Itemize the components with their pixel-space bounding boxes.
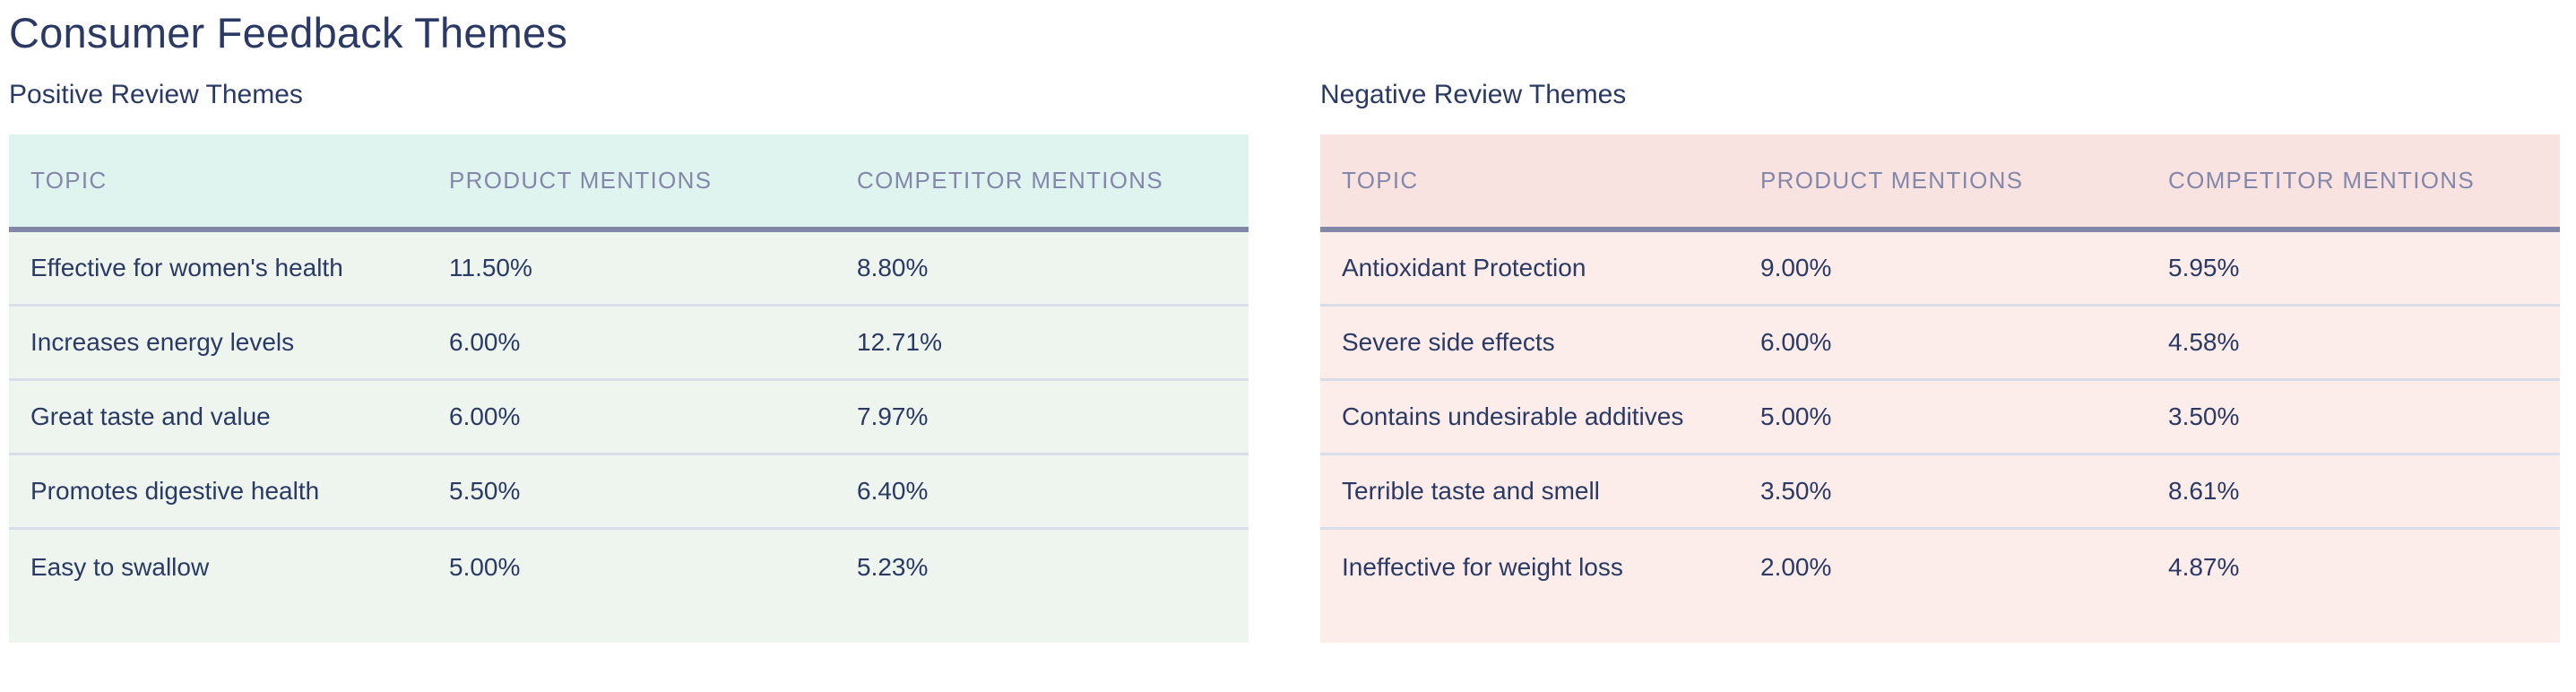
product-mentions-cell: 2.00% — [1760, 552, 1832, 581]
competitor-mentions-cell: 3.50% — [2168, 402, 2240, 430]
product-mentions-cell: 6.00% — [449, 328, 521, 356]
competitor-mentions-cell: 5.23% — [857, 552, 929, 581]
table-row: Effective for women's health 11.50% 8.80… — [9, 232, 1249, 307]
page-title: Consumer Feedback Themes — [9, 9, 568, 56]
topic-cell: Great taste and value — [30, 402, 271, 430]
product-mentions-cell: 6.00% — [1760, 328, 1832, 356]
topic-cell: Ineffective for weight loss — [1342, 552, 1623, 581]
product-mentions-cell: 5.00% — [449, 552, 521, 581]
tables-row: Positive Review Themes TOPIC PRODUCT MEN… — [9, 79, 2560, 643]
column-header-topic: TOPIC — [1342, 167, 1419, 194]
product-mentions-cell: 11.50% — [449, 254, 532, 281]
table-row: Ineffective for weight loss 2.00% 4.87% — [1320, 530, 2560, 604]
topic-cell: Promotes digestive health — [30, 477, 320, 505]
topic-cell: Increases energy levels — [30, 328, 295, 356]
negative-themes-section: Negative Review Themes TOPIC PRODUCT MEN… — [1320, 79, 2560, 643]
competitor-mentions-cell: 8.80% — [857, 254, 929, 281]
column-header-topic: TOPIC — [30, 167, 108, 194]
column-header-competitor-mentions: COMPETITOR MENTIONS — [2168, 167, 2476, 194]
column-header-product-mentions: PRODUCT MENTIONS — [449, 167, 713, 194]
table-row: Terrible taste and smell 3.50% 8.61% — [1320, 455, 2560, 530]
topic-cell: Antioxidant Protection — [1342, 254, 1586, 281]
competitor-mentions-cell: 4.87% — [2168, 552, 2240, 581]
competitor-mentions-cell: 7.97% — [857, 402, 929, 430]
competitor-mentions-cell: 5.95% — [2168, 254, 2240, 281]
competitor-mentions-cell: 8.61% — [2168, 477, 2240, 505]
product-mentions-cell: 6.00% — [449, 402, 521, 430]
competitor-mentions-cell: 6.40% — [857, 477, 929, 505]
product-mentions-cell: 5.00% — [1760, 402, 1832, 430]
product-mentions-cell: 5.50% — [449, 477, 521, 505]
competitor-mentions-cell: 4.58% — [2168, 328, 2240, 356]
positive-themes-table: TOPIC PRODUCT MENTIONS COMPETITOR MENTIO… — [9, 134, 1249, 643]
consumer-feedback-page: Consumer Feedback Themes Positive Review… — [9, 9, 2560, 643]
column-header-product-mentions: PRODUCT MENTIONS — [1760, 167, 2024, 194]
topic-cell: Easy to swallow — [30, 552, 210, 581]
negative-section-heading: Negative Review Themes — [1320, 80, 1627, 109]
positive-themes-section: Positive Review Themes TOPIC PRODUCT MEN… — [9, 79, 1249, 643]
positive-section-heading: Positive Review Themes — [9, 80, 303, 109]
topic-cell: Contains undesirable additives — [1342, 402, 1684, 430]
table-row: Great taste and value 6.00% 7.97% — [9, 381, 1249, 455]
table-row: Easy to swallow 5.00% 5.23% — [9, 530, 1249, 604]
column-header-competitor-mentions: COMPETITOR MENTIONS — [857, 167, 1164, 194]
table-row: Antioxidant Protection 9.00% 5.95% — [1320, 232, 2560, 307]
table-row: Severe side effects 6.00% 4.58% — [1320, 307, 2560, 381]
table-header-row: TOPIC PRODUCT MENTIONS COMPETITOR MENTIO… — [1320, 134, 2560, 232]
product-mentions-cell: 9.00% — [1760, 254, 1832, 281]
topic-cell: Effective for women's health — [30, 254, 343, 281]
negative-themes-table: TOPIC PRODUCT MENTIONS COMPETITOR MENTIO… — [1320, 134, 2560, 643]
table-row: Promotes digestive health 5.50% 6.40% — [9, 455, 1249, 530]
table-row: Contains undesirable additives 5.00% 3.5… — [1320, 381, 2560, 455]
table-header-row: TOPIC PRODUCT MENTIONS COMPETITOR MENTIO… — [9, 134, 1249, 232]
table-row: Increases energy levels 6.00% 12.71% — [9, 307, 1249, 381]
topic-cell: Terrible taste and smell — [1342, 477, 1600, 505]
product-mentions-cell: 3.50% — [1760, 477, 1832, 505]
competitor-mentions-cell: 12.71% — [857, 328, 942, 356]
topic-cell: Severe side effects — [1342, 328, 1555, 356]
